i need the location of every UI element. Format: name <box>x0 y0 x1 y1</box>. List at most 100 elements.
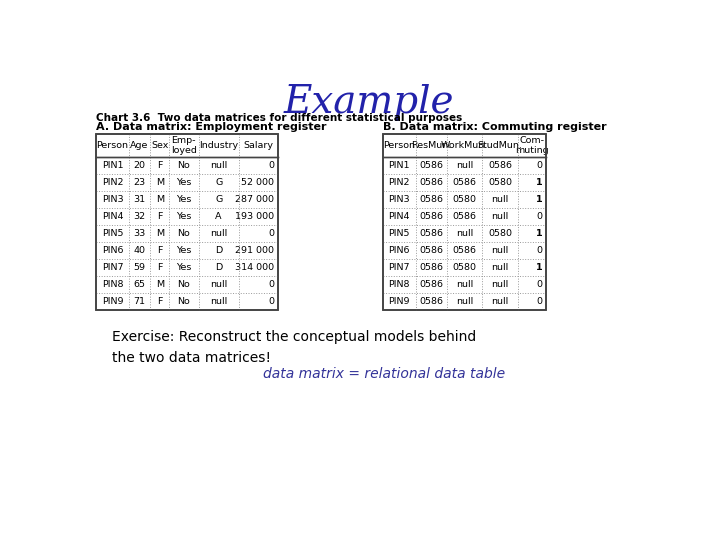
Text: F: F <box>157 296 163 306</box>
Text: 0586: 0586 <box>419 280 443 289</box>
Text: 0: 0 <box>536 296 543 306</box>
Text: data matrix = relational data table: data matrix = relational data table <box>264 367 505 381</box>
Text: Yes: Yes <box>176 195 192 204</box>
Text: No: No <box>177 280 190 289</box>
Text: 1: 1 <box>536 178 543 187</box>
Text: 40: 40 <box>134 246 145 255</box>
Text: 31: 31 <box>133 195 145 204</box>
Text: ResMun.: ResMun. <box>411 141 451 150</box>
Text: Salary: Salary <box>243 141 273 150</box>
Text: 0580: 0580 <box>452 263 477 272</box>
Text: 193 000: 193 000 <box>235 212 274 221</box>
Text: Person: Person <box>383 141 415 150</box>
Text: D: D <box>215 263 222 272</box>
Text: 287 000: 287 000 <box>235 195 274 204</box>
Bar <box>383 134 546 309</box>
Text: null: null <box>491 296 508 306</box>
Text: Emp-
loyed: Emp- loyed <box>171 136 197 156</box>
Text: G: G <box>215 195 222 204</box>
Text: F: F <box>157 161 163 170</box>
Text: null: null <box>456 296 473 306</box>
Text: 0: 0 <box>269 280 274 289</box>
Text: WorkMun.: WorkMun. <box>441 141 488 150</box>
Text: F: F <box>157 212 163 221</box>
Text: PIN7: PIN7 <box>389 263 410 272</box>
Text: 0: 0 <box>536 246 543 255</box>
Text: M: M <box>156 229 164 238</box>
Text: null: null <box>491 246 508 255</box>
Text: A: A <box>215 212 222 221</box>
Text: 23: 23 <box>133 178 145 187</box>
Text: PIN4: PIN4 <box>102 212 123 221</box>
Text: 0: 0 <box>536 212 543 221</box>
Text: PIN7: PIN7 <box>102 263 123 272</box>
Text: 0586: 0586 <box>488 161 512 170</box>
Text: 1: 1 <box>536 229 543 238</box>
Text: 0: 0 <box>536 280 543 289</box>
Text: null: null <box>491 280 508 289</box>
Text: PIN5: PIN5 <box>102 229 123 238</box>
Text: 65: 65 <box>134 280 145 289</box>
Text: 291 000: 291 000 <box>235 246 274 255</box>
Text: 52 000: 52 000 <box>241 178 274 187</box>
Text: PIN3: PIN3 <box>388 195 410 204</box>
Text: M: M <box>156 178 164 187</box>
Text: Industry: Industry <box>199 141 238 150</box>
Text: PIN6: PIN6 <box>389 246 410 255</box>
Bar <box>96 134 277 309</box>
Text: 0586: 0586 <box>419 195 443 204</box>
Text: null: null <box>491 263 508 272</box>
Text: Chart 3.6  Two data matrices for different statistical purposes: Chart 3.6 Two data matrices for differen… <box>96 112 462 123</box>
Bar <box>96 134 277 309</box>
Text: No: No <box>177 161 190 170</box>
Text: null: null <box>456 280 473 289</box>
Text: 0580: 0580 <box>452 195 477 204</box>
Text: PIN9: PIN9 <box>102 296 123 306</box>
Text: B. Data matrix: Commuting register: B. Data matrix: Commuting register <box>383 122 606 132</box>
Text: null: null <box>491 212 508 221</box>
Text: 71: 71 <box>134 296 145 306</box>
Text: Yes: Yes <box>176 246 192 255</box>
Text: 0: 0 <box>269 229 274 238</box>
Text: StudMun.: StudMun. <box>477 141 523 150</box>
Text: PIN9: PIN9 <box>389 296 410 306</box>
Text: F: F <box>157 263 163 272</box>
Text: Yes: Yes <box>176 263 192 272</box>
Text: 32: 32 <box>133 212 145 221</box>
Text: PIN1: PIN1 <box>102 161 123 170</box>
Text: null: null <box>210 280 228 289</box>
Text: 0586: 0586 <box>419 212 443 221</box>
Text: Age: Age <box>130 141 149 150</box>
Text: 0586: 0586 <box>419 178 443 187</box>
Text: PIN1: PIN1 <box>389 161 410 170</box>
Text: 0: 0 <box>269 296 274 306</box>
Text: No: No <box>177 229 190 238</box>
Text: Exercise: Reconstruct the conceptual models behind
the two data matrices!: Exercise: Reconstruct the conceptual mod… <box>112 330 476 365</box>
Text: 1: 1 <box>536 195 543 204</box>
Text: null: null <box>456 229 473 238</box>
Text: 0586: 0586 <box>452 246 477 255</box>
Text: A. Data matrix: Employment register: A. Data matrix: Employment register <box>96 122 327 132</box>
Text: 0586: 0586 <box>419 229 443 238</box>
Text: PIN2: PIN2 <box>102 178 123 187</box>
Text: 20: 20 <box>134 161 145 170</box>
Text: M: M <box>156 280 164 289</box>
Text: null: null <box>210 296 228 306</box>
Text: null: null <box>456 161 473 170</box>
Text: 0: 0 <box>269 161 274 170</box>
Bar <box>383 134 546 309</box>
Text: D: D <box>215 246 222 255</box>
Text: PIN4: PIN4 <box>389 212 410 221</box>
Text: 0586: 0586 <box>452 178 477 187</box>
Text: 0580: 0580 <box>488 178 512 187</box>
Text: 314 000: 314 000 <box>235 263 274 272</box>
Text: No: No <box>177 296 190 306</box>
Text: M: M <box>156 195 164 204</box>
Text: 1: 1 <box>536 263 543 272</box>
Text: 0586: 0586 <box>419 161 443 170</box>
Text: PIN2: PIN2 <box>389 178 410 187</box>
Text: 0: 0 <box>536 161 543 170</box>
Text: PIN3: PIN3 <box>102 195 123 204</box>
Text: Person: Person <box>96 141 128 150</box>
Text: null: null <box>491 195 508 204</box>
